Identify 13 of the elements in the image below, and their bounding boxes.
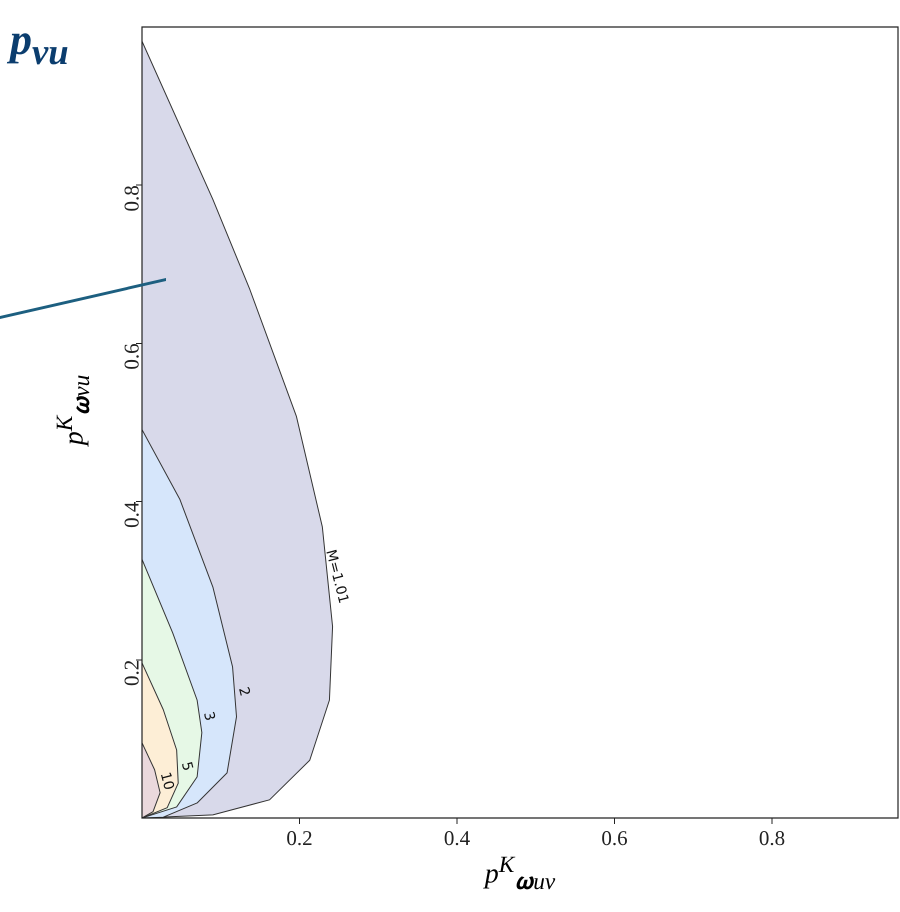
text: 5 xyxy=(178,760,196,773)
y-tick-label: 0.8 xyxy=(120,185,144,212)
text: 2 xyxy=(235,685,253,698)
text: M=1.01 xyxy=(322,548,352,606)
text: 10 xyxy=(156,770,177,792)
x-tick-label: 0.8 xyxy=(758,826,786,850)
text: 3 xyxy=(200,710,218,723)
x-tick-label: 0.6 xyxy=(601,826,628,850)
x-tick-label: 0.2 xyxy=(286,826,313,850)
y-tick-label: 0.2 xyxy=(120,660,144,686)
x-tick-label: 0.4 xyxy=(444,826,471,850)
y-tick-label: 0.6 xyxy=(120,343,144,370)
y-tick-label: 0.4 xyxy=(120,501,144,528)
